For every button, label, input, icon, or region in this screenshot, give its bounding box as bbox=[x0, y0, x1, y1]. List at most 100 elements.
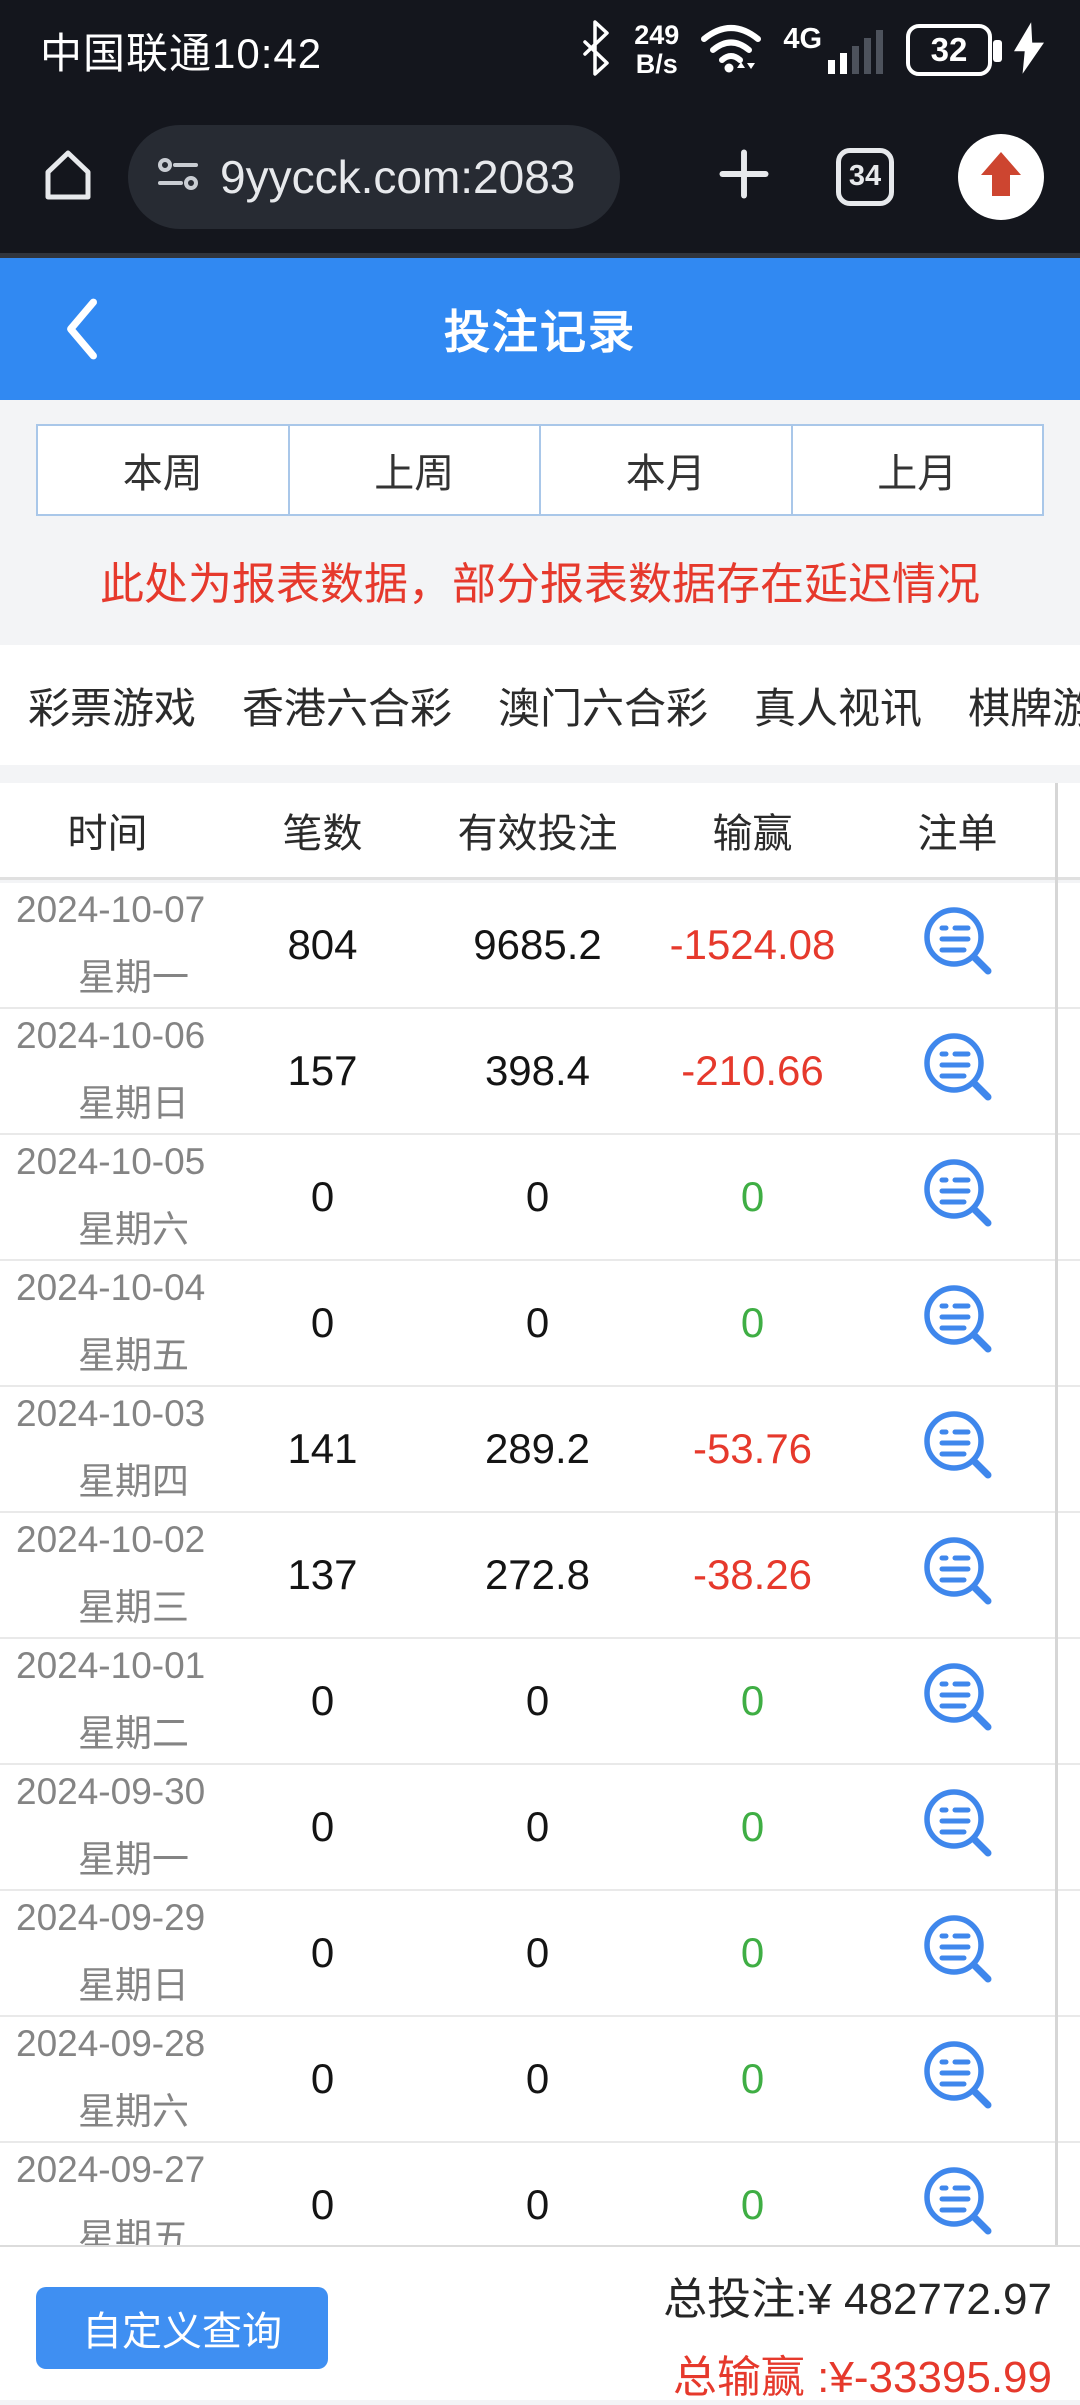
table-row: 2024-10-06 星期日 157 398.4 -210.66 bbox=[0, 1009, 1080, 1135]
order-details-button[interactable] bbox=[860, 1281, 1055, 1366]
table-body: 2024-10-07 星期一 804 9685.2 -1524.08 2024-… bbox=[0, 883, 1080, 2245]
home-icon[interactable] bbox=[36, 142, 100, 211]
bet-count-cell: 0 bbox=[310, 1173, 335, 1220]
url-bar[interactable]: 9yycck.com:2083 bbox=[128, 124, 620, 229]
order-search-icon bbox=[918, 1911, 998, 1996]
custom-query-button[interactable]: 自定义查询 bbox=[36, 2287, 328, 2369]
win-lose-cell: -210.66 bbox=[681, 1047, 824, 1094]
totals-block: 总投注:¥ 482772.97 总输赢 :¥-33395.99 bbox=[663, 2263, 1052, 2405]
tab-board-games[interactable]: 棋牌游戏 bbox=[968, 684, 1080, 732]
valid-bet-cell: 289.2 bbox=[484, 1425, 591, 1472]
valid-bet-cell: 0 bbox=[525, 1803, 550, 1850]
valid-bet-cell: 0 bbox=[525, 2181, 550, 2228]
win-lose-cell: 0 bbox=[740, 1929, 765, 1976]
order-details-button[interactable] bbox=[860, 2037, 1055, 2122]
status-bar: 中国联通10:42 249 B/s 4G bbox=[0, 0, 1080, 100]
browser-toolbar: 9yycck.com:2083 34 bbox=[0, 100, 1080, 258]
order-details-button[interactable] bbox=[860, 1785, 1055, 1870]
order-search-icon bbox=[918, 1029, 998, 1114]
tab-hk-mark-six[interactable]: 香港六合彩 bbox=[242, 684, 453, 732]
time-cell: 2024-10-05 星期六 bbox=[0, 1135, 215, 1259]
bet-weekday: 星期二 bbox=[78, 1713, 189, 1754]
bet-date: 2024-10-02 bbox=[16, 1519, 206, 1560]
time-cell: 2024-09-30 星期一 bbox=[0, 1765, 215, 1889]
table-row: 2024-10-04 星期五 0 0 0 bbox=[0, 1261, 1080, 1387]
tab-count-label: 34 bbox=[848, 160, 882, 192]
filter-this-month-button[interactable]: 本月 bbox=[539, 424, 793, 516]
report-delay-notice: 此处为报表数据，部分报表数据存在延迟情况 bbox=[100, 560, 980, 609]
order-details-button[interactable] bbox=[860, 1407, 1055, 1492]
order-details-button[interactable] bbox=[860, 1659, 1055, 1744]
order-search-icon bbox=[918, 1785, 998, 1870]
order-search-icon bbox=[918, 1281, 998, 1366]
new-tab-icon[interactable] bbox=[716, 146, 772, 207]
table-row: 2024-09-28 星期六 0 0 0 bbox=[0, 2017, 1080, 2143]
win-lose-cell: 0 bbox=[740, 2055, 765, 2102]
valid-bet-cell: 0 bbox=[525, 1299, 550, 1346]
bluetooth-icon bbox=[580, 19, 612, 81]
time-cell: 2024-10-06 星期日 bbox=[0, 1009, 215, 1133]
back-button[interactable] bbox=[62, 258, 100, 400]
time-cell: 2024-10-02 星期三 bbox=[0, 1513, 215, 1637]
bet-count-cell: 137 bbox=[287, 1551, 358, 1598]
bet-date: 2024-10-07 bbox=[16, 889, 206, 930]
total-bet-label: 总投注:¥ 482772.97 bbox=[663, 2275, 1052, 2324]
tab-lottery-games[interactable]: 彩票游戏 bbox=[28, 684, 197, 732]
time-cell: 2024-10-01 星期二 bbox=[0, 1639, 215, 1763]
order-details-button[interactable] bbox=[860, 2163, 1055, 2246]
share-upload-button[interactable] bbox=[958, 133, 1044, 220]
order-details-button[interactable] bbox=[860, 1155, 1055, 1240]
order-details-button[interactable] bbox=[860, 1911, 1055, 1996]
bet-weekday: 星期四 bbox=[78, 1461, 189, 1502]
order-search-icon bbox=[918, 1155, 998, 1240]
bet-weekday: 星期一 bbox=[78, 957, 189, 998]
charging-bolt-icon bbox=[1014, 20, 1044, 81]
carrier-time-label: 中国联通10:42 bbox=[40, 29, 323, 77]
bet-count-cell: 0 bbox=[310, 1299, 335, 1346]
win-lose-cell: 0 bbox=[740, 1173, 765, 1220]
column-header-time: 时间 bbox=[67, 812, 148, 856]
time-cell: 2024-10-03 星期四 bbox=[0, 1387, 215, 1511]
wifi-icon bbox=[701, 22, 762, 79]
battery-level-label: 32 bbox=[930, 31, 968, 68]
filter-this-week-button[interactable]: 本周 bbox=[36, 424, 290, 516]
summary-footer: 自定义查询 总投注:¥ 482772.97 总输赢 :¥-33395.99 bbox=[0, 2245, 1080, 2402]
bet-count-cell: 0 bbox=[310, 1677, 335, 1724]
bet-weekday: 星期五 bbox=[78, 1335, 189, 1376]
bet-date: 2024-10-03 bbox=[16, 1393, 206, 1434]
win-lose-cell: 0 bbox=[740, 1299, 765, 1346]
bet-date: 2024-09-27 bbox=[16, 2149, 206, 2190]
tab-counter[interactable]: 34 bbox=[836, 147, 894, 206]
filter-last-month-button[interactable]: 上月 bbox=[790, 424, 1044, 516]
table-row: 2024-10-03 星期四 141 289.2 -53.76 bbox=[0, 1387, 1080, 1513]
column-header-valid-bet: 有效投注 bbox=[457, 812, 618, 856]
bet-date: 2024-10-04 bbox=[16, 1267, 206, 1308]
valid-bet-cell: 9685.2 bbox=[473, 921, 602, 968]
win-lose-cell: -53.76 bbox=[692, 1425, 813, 1472]
table-right-border bbox=[1055, 783, 1058, 2245]
valid-bet-cell: 0 bbox=[525, 1677, 550, 1724]
up-arrow-icon bbox=[978, 150, 1024, 203]
bet-date: 2024-10-01 bbox=[16, 1645, 206, 1686]
order-details-button[interactable] bbox=[860, 903, 1055, 988]
bet-count-cell: 0 bbox=[310, 1929, 335, 1976]
bet-count-cell: 0 bbox=[310, 2055, 335, 2102]
order-search-icon bbox=[918, 1533, 998, 1618]
order-details-button[interactable] bbox=[860, 1533, 1055, 1618]
bet-weekday: 星期日 bbox=[78, 1083, 189, 1124]
site-settings-icon bbox=[156, 152, 200, 201]
win-lose-cell: 0 bbox=[740, 1677, 765, 1724]
tab-live-casino[interactable]: 真人视讯 bbox=[754, 684, 923, 732]
column-header-count: 笔数 bbox=[282, 812, 363, 856]
valid-bet-cell: 0 bbox=[525, 1929, 550, 1976]
filter-last-week-button[interactable]: 上周 bbox=[287, 424, 541, 516]
bet-date: 2024-09-29 bbox=[16, 1897, 206, 1938]
bet-weekday: 星期一 bbox=[78, 1839, 189, 1880]
order-search-icon bbox=[918, 1659, 998, 1744]
valid-bet-cell: 398.4 bbox=[484, 1047, 591, 1094]
order-details-button[interactable] bbox=[860, 1029, 1055, 1114]
tab-macau-mark-six[interactable]: 澳门六合彩 bbox=[498, 684, 709, 732]
table-row: 2024-10-02 星期三 137 272.8 -38.26 bbox=[0, 1513, 1080, 1639]
bet-count-cell: 0 bbox=[310, 2181, 335, 2228]
column-header-order: 注单 bbox=[917, 812, 998, 856]
